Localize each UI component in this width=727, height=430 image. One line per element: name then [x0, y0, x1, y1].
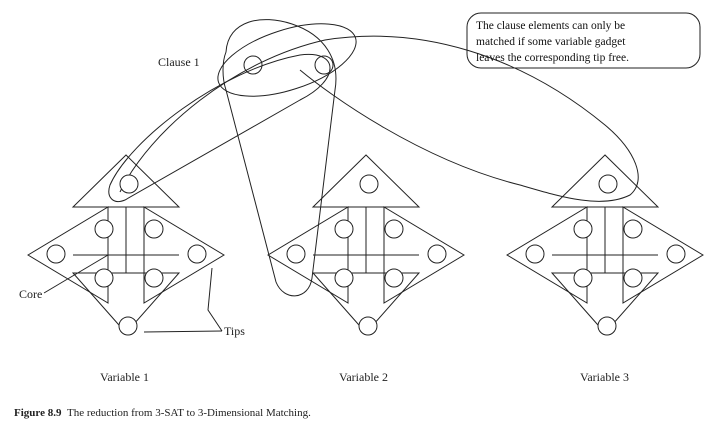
note-line-1: The clause elements can only be	[476, 20, 625, 32]
variable-label-2: Variable 2	[339, 370, 388, 384]
gadget-circle	[334, 219, 354, 239]
gadget-circle	[358, 316, 378, 336]
variable-label-3: Variable 3	[580, 370, 629, 384]
clause-loop-variable-1	[108, 53, 331, 202]
gadget-circle	[118, 316, 138, 336]
gadget-circle	[94, 268, 114, 288]
gadget-circle	[598, 174, 618, 194]
gadget-circle	[384, 268, 404, 288]
clause-loops	[108, 19, 639, 297]
gadget-circle	[359, 174, 379, 194]
clause-loop-variable-3	[119, 35, 639, 202]
gadget-circle	[623, 268, 643, 288]
clause-loop-variable-2	[222, 19, 337, 297]
variable-gadget-1	[27, 154, 225, 336]
gadget-circle	[144, 268, 164, 288]
note-box: The clause elements can only be matched …	[466, 12, 701, 69]
reduction-diagram: Clause 1	[19, 12, 704, 384]
tips-label: Tips	[224, 324, 245, 338]
clause-ellipse-main	[217, 23, 357, 97]
gadget-circle	[119, 174, 139, 194]
gadget-circle	[666, 244, 686, 264]
caption-text: The reduction from 3-SAT to 3-Dimensiona…	[66, 407, 311, 419]
figure-caption: Figure 8.9 The reduction from 3-SAT to 3…	[14, 407, 311, 419]
clause-element-2	[314, 55, 334, 75]
gadget-circle	[597, 316, 617, 336]
variable-gadget-2	[267, 154, 465, 336]
gadget-circle	[286, 244, 306, 264]
gadget-circle	[384, 219, 404, 239]
gadget-circle	[623, 219, 643, 239]
note-line-3: leaves the corresponding tip free.	[476, 52, 629, 64]
gadget-circle	[94, 219, 114, 239]
clause-label: Clause 1	[158, 55, 200, 69]
tips-pointer-bottom	[143, 330, 223, 333]
gadget-circle	[46, 244, 66, 264]
core-label: Core	[19, 287, 42, 301]
figure-number: Figure 8.9	[14, 407, 62, 419]
gadget-circle	[334, 268, 354, 288]
gadget-circle	[573, 268, 593, 288]
gadget-circle	[187, 244, 207, 264]
gadget-circle	[427, 244, 447, 264]
gadget-circle	[573, 219, 593, 239]
note-line-2: matched if some variable gadget	[476, 36, 626, 48]
gadget-circle	[525, 244, 545, 264]
variable-label-1: Variable 1	[100, 370, 149, 384]
core-pointer	[43, 254, 109, 294]
gadget-circle	[144, 219, 164, 239]
clause-element-1	[243, 55, 263, 75]
note-frame	[466, 12, 701, 69]
tips-pointer-right	[207, 267, 223, 332]
variable-gadget-3	[506, 154, 704, 336]
